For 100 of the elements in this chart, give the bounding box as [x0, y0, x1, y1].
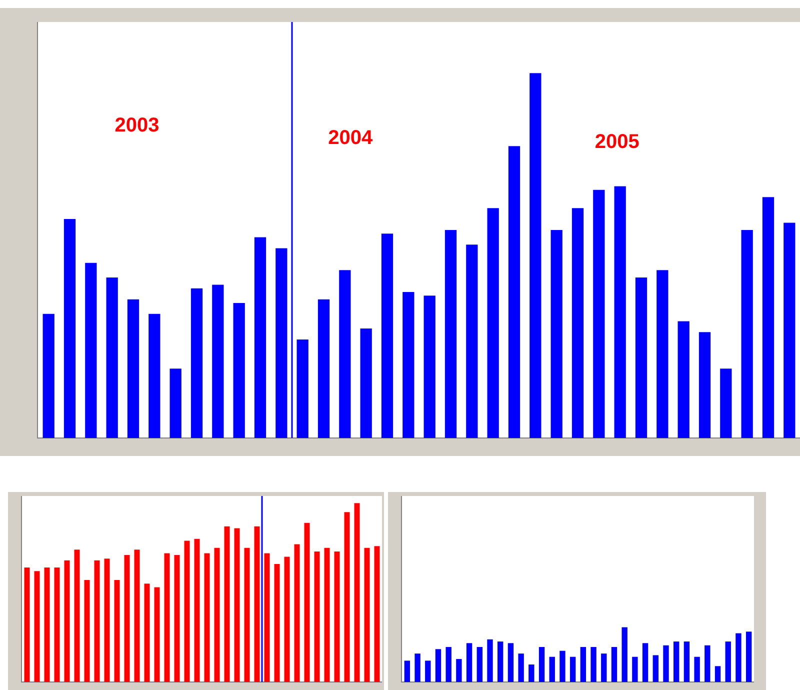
- bar: [184, 540, 190, 682]
- bar: [570, 656, 576, 682]
- bar: [233, 302, 245, 438]
- bar: [508, 643, 514, 682]
- bar: [635, 277, 648, 438]
- bar: [174, 555, 180, 682]
- annotation: 2004: [328, 126, 374, 149]
- bar: [264, 553, 270, 682]
- bar: [148, 314, 160, 438]
- bar: [572, 208, 584, 438]
- bar: [244, 548, 250, 682]
- bar: [518, 654, 524, 682]
- bar: [354, 503, 360, 682]
- bar: [127, 299, 140, 438]
- bar: [324, 548, 330, 682]
- bar: [528, 664, 534, 682]
- bar: [85, 262, 97, 438]
- bar: [344, 512, 350, 682]
- bar: [414, 654, 420, 682]
- bar: [530, 73, 542, 438]
- bar: [318, 299, 330, 438]
- bar: [652, 655, 658, 682]
- bar: [614, 186, 626, 438]
- bar: [314, 551, 320, 682]
- bar: [114, 580, 120, 682]
- bar: [64, 219, 76, 438]
- bar: [622, 627, 628, 682]
- bar: [42, 314, 54, 438]
- bar: [435, 649, 442, 682]
- bar: [234, 528, 240, 682]
- bar: [714, 666, 721, 682]
- bar: [425, 660, 431, 682]
- bar: [498, 642, 504, 682]
- bar: [154, 587, 160, 682]
- bar: [611, 646, 618, 682]
- bar: [549, 656, 555, 682]
- bar: [487, 208, 499, 438]
- bar: [212, 284, 224, 438]
- bar: [632, 656, 638, 682]
- bar: [580, 646, 586, 682]
- bar: [601, 654, 607, 682]
- bar: [224, 526, 230, 682]
- bar: [538, 646, 545, 682]
- bar: [164, 553, 170, 682]
- bar: [214, 548, 220, 682]
- bar: [704, 645, 710, 682]
- bar: [334, 551, 340, 682]
- bar: [276, 248, 288, 438]
- bar: [381, 234, 394, 438]
- bar: [466, 643, 472, 682]
- bar: [741, 230, 753, 438]
- bar: [456, 659, 462, 682]
- bar: [720, 368, 732, 438]
- bar: [170, 368, 182, 438]
- bar: [104, 558, 110, 682]
- bar: [106, 277, 118, 438]
- bar: [360, 328, 372, 438]
- bar: [84, 580, 90, 682]
- bar: [74, 550, 80, 682]
- bar: [294, 544, 300, 682]
- bar: [684, 642, 690, 682]
- bar: [762, 197, 774, 438]
- bar: [54, 568, 60, 682]
- bar: [124, 555, 130, 682]
- bar: [94, 560, 100, 682]
- bar: [402, 292, 414, 438]
- bar: [674, 642, 680, 682]
- bar: [274, 564, 280, 682]
- annotation: 2003: [114, 114, 160, 137]
- annotation: 2005: [594, 131, 640, 154]
- bar: [508, 146, 520, 438]
- bar: [284, 556, 290, 682]
- bar: [590, 646, 596, 682]
- bar: [663, 645, 669, 682]
- bar: [746, 632, 752, 682]
- bar: [466, 244, 478, 438]
- bar: [254, 526, 260, 682]
- bar: [144, 584, 150, 682]
- bar: [784, 222, 796, 438]
- bar: [476, 646, 482, 682]
- bar: [560, 650, 566, 682]
- bar: [642, 643, 648, 682]
- bar: [34, 571, 40, 682]
- bar: [44, 568, 50, 682]
- bar: [24, 568, 30, 682]
- bar: [254, 237, 266, 438]
- bar: [656, 270, 668, 438]
- bar: [296, 339, 308, 438]
- bar: [404, 660, 410, 682]
- bar: [444, 230, 457, 438]
- bar: [190, 288, 203, 438]
- bar: [204, 553, 210, 682]
- bar: [194, 538, 200, 682]
- bar: [698, 332, 711, 438]
- bar: [424, 296, 436, 438]
- bar: [550, 230, 562, 438]
- bar: [487, 639, 493, 682]
- bar: [446, 646, 452, 682]
- bar: [678, 321, 690, 438]
- bar: [374, 546, 380, 682]
